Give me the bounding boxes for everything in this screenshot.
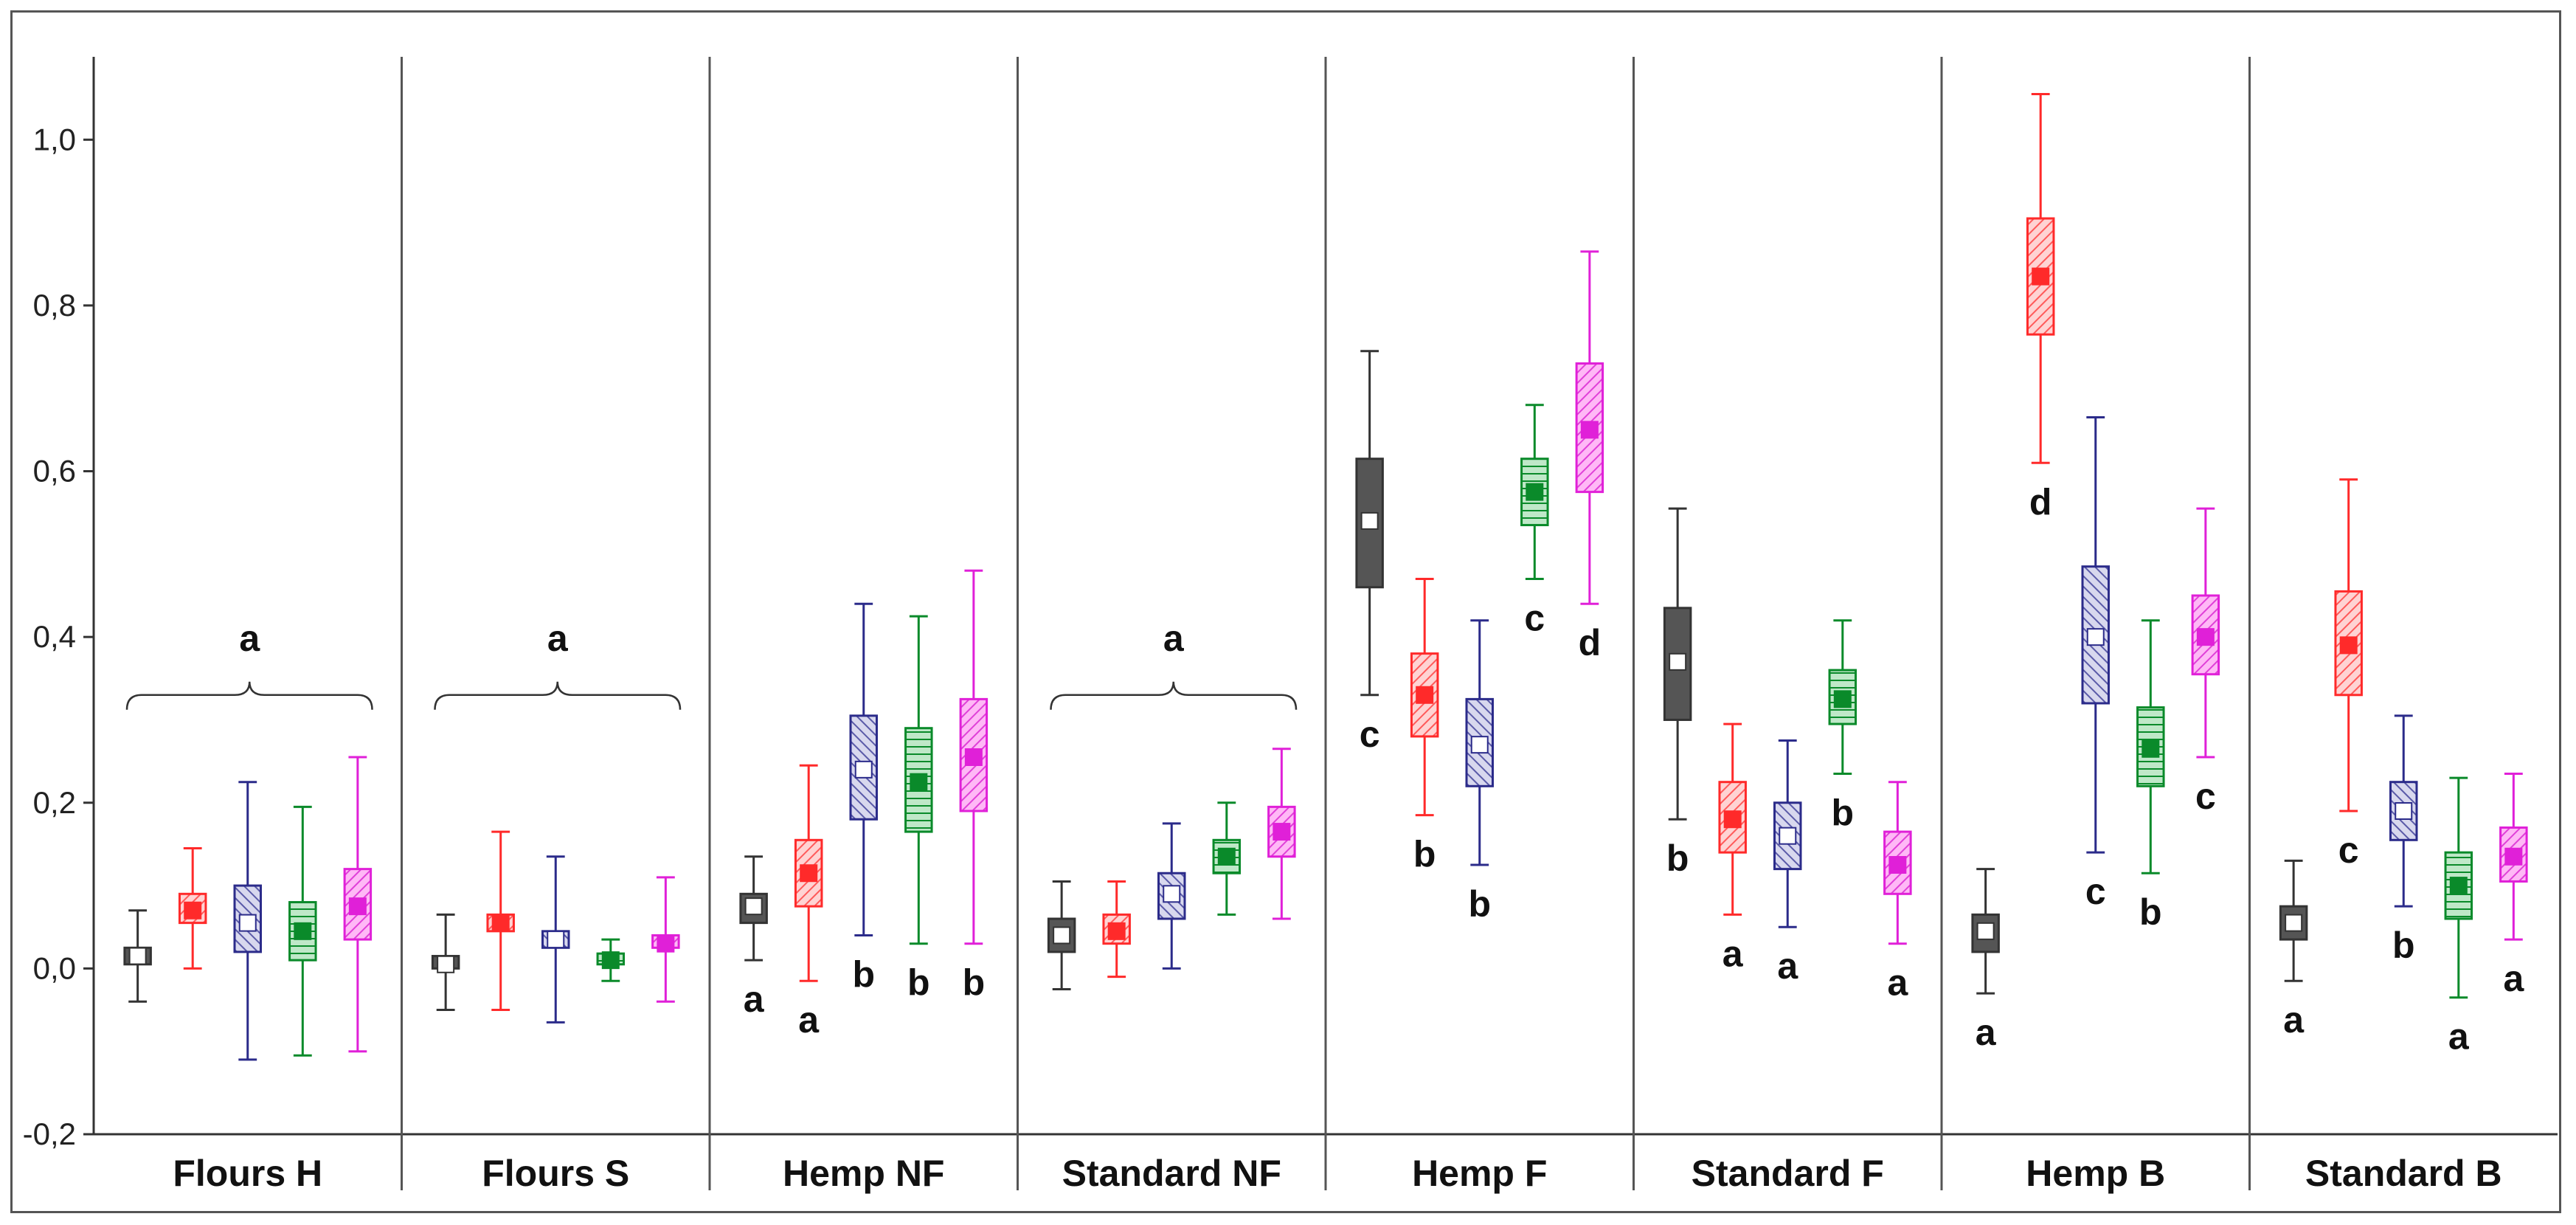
bracket-letter: a [239, 618, 260, 659]
median-marker [128, 947, 147, 965]
significance-letter: b [907, 962, 930, 1004]
median-marker [1273, 823, 1291, 841]
median-marker [294, 922, 312, 940]
median-marker [348, 897, 367, 916]
median-marker [1976, 922, 1995, 940]
significance-letter: a [744, 979, 765, 1020]
median-marker [1723, 810, 1742, 829]
y-tick-label: 0,6 [33, 454, 76, 489]
median-marker [2395, 802, 2413, 820]
median-marker [2449, 877, 2468, 895]
significance-letter: a [1722, 933, 1744, 974]
median-marker [800, 864, 818, 883]
y-tick-label: 0,2 [33, 785, 76, 820]
figure-frame: -0,2 0,0 0,2 0,4 0,6 0,8 1,0 Flours H a Flours S a… [10, 10, 2561, 1213]
median-marker [1833, 690, 1852, 708]
significance-letter: a [798, 999, 820, 1041]
y-tick-label: 0,8 [33, 288, 76, 322]
significance-letter: b [1413, 834, 1436, 875]
significance-letter: b [1832, 792, 1855, 833]
group-label: Hemp F [1412, 1153, 1547, 1194]
significance-letter: a [1777, 945, 1798, 987]
group-bracket [1050, 681, 1298, 710]
median-marker [1580, 421, 1599, 439]
group-bracket [434, 681, 682, 710]
median-marker [2142, 739, 2160, 758]
group-label: Standard NF [1062, 1153, 1281, 1194]
group-label: Flours S [482, 1153, 629, 1194]
median-marker [1888, 856, 1907, 874]
median-marker [491, 914, 510, 932]
median-marker [2086, 628, 2105, 646]
significance-letter: c [2195, 776, 2216, 817]
median-marker [601, 951, 620, 970]
significance-letter: b [1666, 838, 1689, 879]
median-marker [2339, 636, 2358, 655]
median-marker [657, 934, 675, 953]
y-tick-label: 0,4 [33, 619, 76, 654]
median-marker [910, 773, 928, 791]
significance-letter: c [1360, 714, 1380, 755]
group-label: Standard F [1692, 1153, 1884, 1194]
significance-letter: a [2283, 999, 2305, 1041]
median-marker [437, 955, 455, 973]
median-marker [2285, 914, 2303, 932]
median-marker [1470, 736, 1489, 754]
significance-letter: a [2503, 958, 2524, 999]
median-marker [964, 748, 983, 766]
significance-letter: b [1468, 883, 1491, 925]
median-marker [1217, 847, 1236, 866]
bracket-letter: a [547, 618, 569, 659]
median-marker [1107, 922, 1126, 940]
significance-letter: b [963, 962, 986, 1004]
median-marker [1163, 885, 1181, 903]
significance-letter: d [1579, 622, 1602, 663]
significance-letter: c [2085, 871, 2106, 912]
group-bracket [125, 681, 373, 710]
median-marker [2196, 628, 2215, 646]
bracket-letter: a [1163, 618, 1185, 659]
y-tick-label: -0,2 [23, 1117, 76, 1151]
median-marker [1053, 926, 1071, 945]
median-marker [2032, 267, 2050, 286]
group-label: Hemp NF [783, 1153, 944, 1194]
y-tick-label: 1,0 [33, 122, 76, 156]
significance-letter: b [2139, 891, 2162, 933]
median-marker [184, 901, 202, 919]
significance-letter: b [2392, 925, 2415, 966]
median-marker [1416, 686, 1434, 704]
median-marker [238, 914, 257, 932]
significance-letter: c [2338, 829, 2359, 871]
median-marker [2504, 847, 2523, 866]
median-marker [1669, 652, 1687, 671]
median-marker [744, 897, 763, 916]
boxplot-chart: -0,2 0,0 0,2 0,4 0,6 0,8 1,0 Flours H a Flours S a… [23, 57, 2558, 1194]
group-label: Hemp B [2026, 1153, 2165, 1194]
significance-letter: c [1524, 598, 1545, 639]
median-marker [854, 760, 873, 779]
significance-letter: d [2029, 481, 2052, 522]
median-marker [1526, 483, 1544, 501]
significance-letter: a [1976, 1012, 1997, 1053]
group-label: Flours H [173, 1153, 322, 1194]
significance-letter: b [852, 953, 875, 995]
significance-letter: a [2448, 1016, 2470, 1057]
median-marker [1360, 511, 1379, 530]
y-tick-label: 0,0 [33, 950, 76, 985]
significance-letter: a [1887, 962, 1908, 1004]
median-marker [547, 931, 565, 949]
group-label: Standard B [2305, 1153, 2502, 1194]
median-marker [1779, 827, 1797, 845]
